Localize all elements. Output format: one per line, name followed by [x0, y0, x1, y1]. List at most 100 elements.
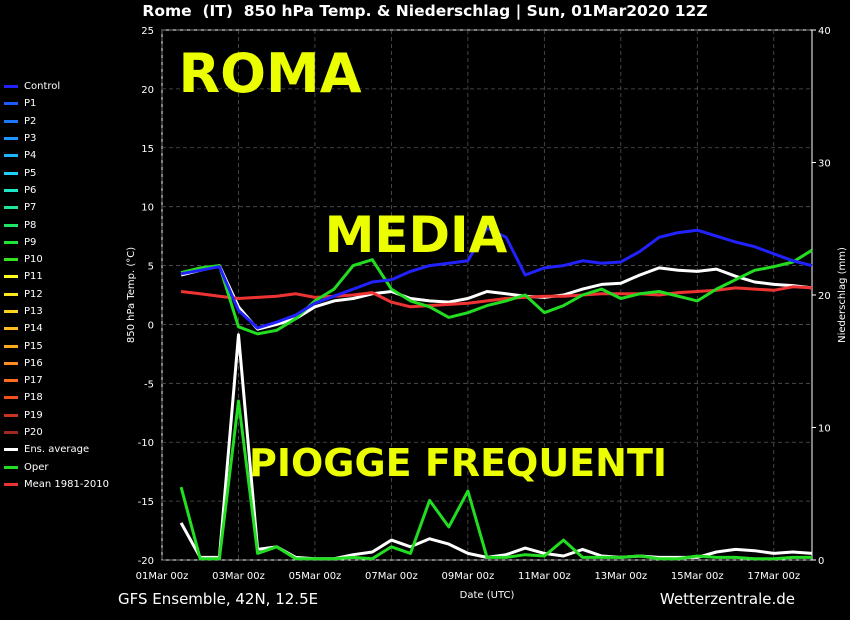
- legend-label: P18: [24, 392, 43, 404]
- legend-swatch: [4, 379, 18, 383]
- legend-swatch: [4, 85, 18, 89]
- site-credit: Wetterzentrale.de: [659, 590, 795, 608]
- y2-tick-label: 10: [818, 424, 831, 435]
- y2-tick-label: 30: [818, 159, 831, 170]
- x-tick-label: 17Mar 00z: [747, 571, 800, 582]
- legend-item: P14: [4, 320, 109, 337]
- legend-item: P18: [4, 389, 109, 406]
- legend-swatch: [4, 448, 18, 452]
- legend-swatch: [4, 240, 18, 244]
- x-axis-label: Date (UTC): [460, 590, 515, 601]
- y-tick-label: 15: [141, 144, 154, 155]
- legend-swatch: [4, 171, 18, 175]
- legend-label: P19: [24, 409, 43, 421]
- legend-label: P5: [24, 167, 37, 179]
- legend-label: P10: [24, 254, 43, 266]
- legend-item: P1: [4, 95, 109, 112]
- y-tick-label: 0: [148, 320, 154, 331]
- y-tick-label: -10: [138, 438, 154, 449]
- legend-swatch: [4, 482, 18, 486]
- legend-swatch: [4, 431, 18, 435]
- legend-item: P15: [4, 337, 109, 354]
- y-tick-label: -20: [138, 556, 154, 567]
- series-line-oper-precip: [179, 399, 812, 561]
- legend-swatch: [4, 154, 18, 158]
- legend-label: P2: [24, 115, 37, 127]
- legend-label: P1: [24, 98, 37, 110]
- legend-label: P17: [24, 375, 43, 387]
- legend-item: P16: [4, 355, 109, 372]
- y-tick-label: 20: [141, 85, 154, 96]
- y-tick-label: -5: [144, 379, 154, 390]
- x-tick-label: 11Mar 00z: [518, 571, 571, 582]
- legend-item: P20: [4, 424, 109, 441]
- y-tick-label: -15: [138, 497, 154, 508]
- legend-item: P8: [4, 216, 109, 233]
- y2-tick-label: 20: [818, 291, 831, 302]
- legend-label: P7: [24, 202, 37, 214]
- legend-label: P11: [24, 271, 43, 283]
- legend-label: P12: [24, 288, 43, 300]
- legend-label: Oper: [24, 461, 49, 473]
- legend-swatch: [4, 361, 18, 365]
- x-tick-label: 09Mar 00z: [442, 571, 495, 582]
- y-axis-label: 850 hPa Temp. (°C): [126, 247, 137, 343]
- legend-item: P10: [4, 251, 109, 268]
- model-info: GFS Ensemble, 42N, 12.5E: [118, 590, 319, 608]
- legend-swatch: [4, 119, 18, 123]
- legend-item: P13: [4, 303, 109, 320]
- y-tick-label: 5: [148, 262, 154, 273]
- legend-swatch: [4, 275, 18, 279]
- x-tick-label: 05Mar 00z: [289, 571, 342, 582]
- legend-swatch: [4, 465, 18, 469]
- legend-item: Control: [4, 78, 109, 95]
- legend-label: P6: [24, 184, 37, 196]
- legend-label: P3: [24, 133, 37, 145]
- series-line-control-temp: [180, 226, 813, 330]
- legend-item: P4: [4, 147, 109, 164]
- legend-swatch: [4, 137, 18, 141]
- legend-swatch: [4, 206, 18, 210]
- legend-label: P14: [24, 323, 43, 335]
- legend-label: P15: [24, 340, 43, 352]
- legend-item: P5: [4, 164, 109, 181]
- legend-swatch: [4, 327, 18, 331]
- y2-axis-label: Niederschlag (mm): [837, 247, 848, 343]
- legend-item: P6: [4, 182, 109, 199]
- legend-label: Ens. average: [24, 444, 90, 456]
- x-tick-label: 07Mar 00z: [365, 571, 418, 582]
- series-line-ens-average-temp: [180, 264, 813, 331]
- legend-label: P16: [24, 357, 43, 369]
- legend-swatch: [4, 310, 18, 313]
- legend-item: P17: [4, 372, 109, 389]
- legend-label: P20: [24, 427, 43, 439]
- legend-label: P9: [24, 236, 37, 248]
- x-tick-label: 13Mar 00z: [594, 571, 647, 582]
- overlay-label: MEDIA: [325, 206, 508, 264]
- legend-swatch: [4, 258, 18, 262]
- legend-swatch: [4, 413, 18, 417]
- legend-label: P4: [24, 150, 37, 162]
- legend-swatch: [4, 344, 18, 348]
- legend-item: P9: [4, 234, 109, 251]
- legend-label: Mean 1981-2010: [24, 478, 109, 490]
- legend-swatch: [4, 396, 18, 400]
- legend-item: P19: [4, 407, 109, 424]
- legend: Control P1 P2 P3 P4 P5 P6 P7 P8 P9 P10 P11 P12 P13 P14…: [4, 78, 109, 493]
- x-tick-label: 01Mar 00z: [136, 571, 189, 582]
- y-tick-label: 25: [141, 26, 154, 37]
- legend-label: P8: [24, 219, 37, 231]
- overlay-label: ROMA: [178, 42, 361, 105]
- legend-item: Mean 1981-2010: [4, 476, 109, 493]
- legend-item: P3: [4, 130, 109, 147]
- legend-item: P2: [4, 113, 109, 130]
- series-line-oper-temp: [180, 248, 813, 336]
- y-tick-label: 10: [141, 203, 154, 214]
- overlay-label: PIOGGE FREQUENTI: [249, 441, 667, 485]
- legend-swatch: [4, 223, 18, 227]
- x-tick-label: 03Mar 00z: [212, 571, 265, 582]
- legend-item: P7: [4, 199, 109, 216]
- y2-tick-label: 0: [818, 556, 824, 567]
- legend-label: Control: [24, 81, 61, 93]
